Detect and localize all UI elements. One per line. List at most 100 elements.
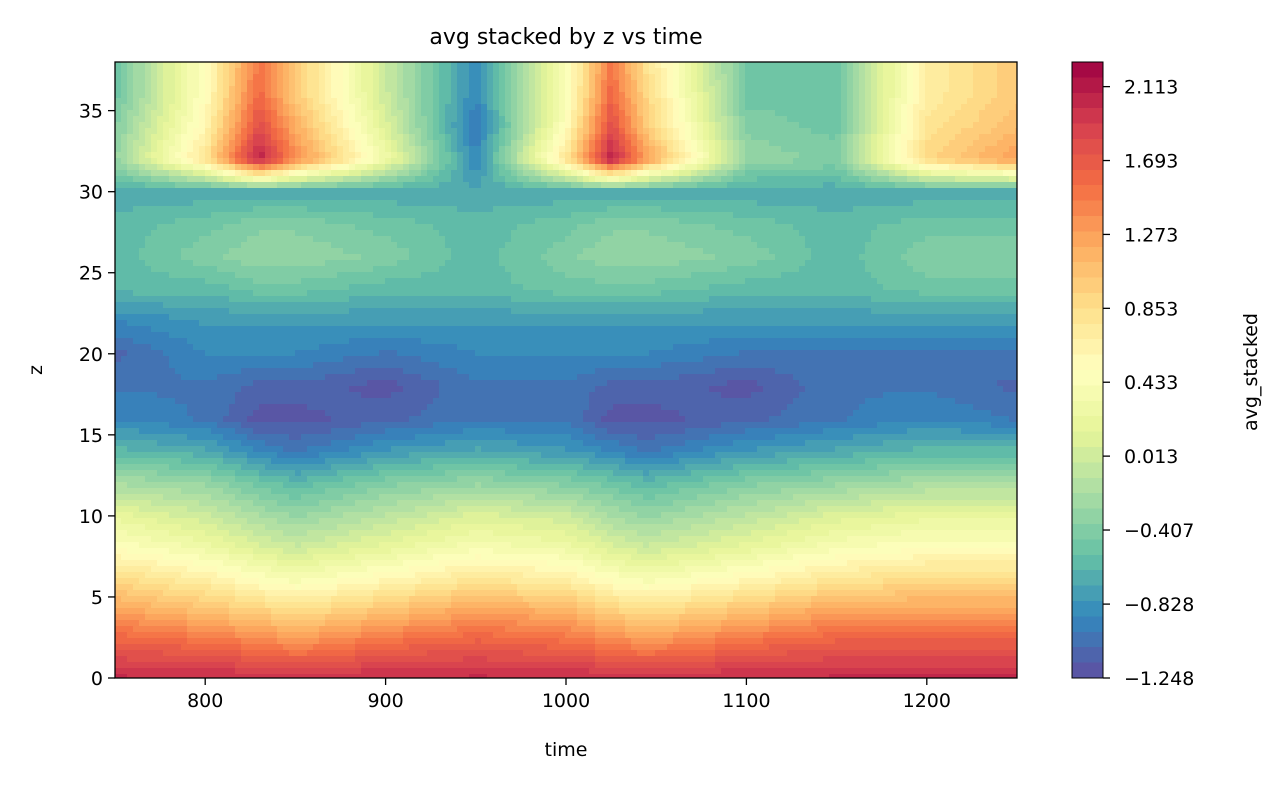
heatmap-cell — [247, 278, 254, 285]
heatmap-cell — [133, 638, 140, 645]
heatmap-cell — [397, 356, 404, 363]
heatmap-cell — [265, 284, 272, 291]
heatmap-cell — [289, 302, 296, 309]
heatmap-cell — [163, 416, 170, 423]
heatmap-cell — [361, 152, 368, 159]
heatmap-cell — [319, 86, 326, 93]
heatmap-cell — [331, 482, 338, 489]
heatmap-cell — [271, 350, 278, 357]
heatmap-cell — [259, 398, 266, 405]
heatmap-cell — [247, 314, 254, 321]
heatmap-cell — [187, 158, 194, 165]
heatmap-cell — [121, 464, 128, 471]
heatmap-cell — [169, 128, 176, 135]
heatmap-cell — [181, 74, 188, 81]
heatmap-cell — [331, 266, 338, 273]
heatmap-cell — [115, 332, 122, 339]
heatmap-cell — [187, 200, 194, 207]
heatmap-cell — [301, 596, 308, 603]
heatmap-cell — [325, 260, 332, 267]
heatmap-cell — [121, 218, 128, 225]
heatmap-cell — [295, 122, 302, 129]
heatmap-cell — [247, 122, 254, 129]
heatmap-cell — [295, 128, 302, 135]
heatmap-cell — [145, 308, 152, 315]
heatmap-cell — [349, 578, 356, 585]
heatmap-cell — [181, 662, 188, 669]
heatmap-cell — [205, 452, 212, 459]
heatmap-cell — [343, 368, 350, 375]
heatmap-cell — [301, 566, 308, 573]
heatmap-cell — [115, 380, 122, 387]
heatmap-cell — [127, 296, 134, 303]
heatmap-cell — [223, 320, 230, 327]
heatmap-cell — [223, 62, 230, 69]
heatmap-cell — [259, 80, 266, 87]
heatmap-cell — [343, 578, 350, 585]
heatmap-cell — [151, 152, 158, 159]
heatmap-cell — [367, 392, 374, 399]
heatmap-cell — [187, 164, 194, 171]
heatmap-cell — [223, 158, 230, 165]
heatmap-cell — [385, 500, 392, 507]
heatmap-cell — [229, 260, 236, 267]
heatmap-cell — [391, 392, 398, 399]
heatmap-cell — [385, 134, 392, 141]
heatmap-cell — [355, 644, 362, 651]
heatmap-cell — [145, 482, 152, 489]
heatmap-cell — [313, 290, 320, 297]
heatmap-cell — [295, 86, 302, 93]
heatmap-cell — [379, 146, 386, 153]
heatmap-cell — [133, 368, 140, 375]
heatmap-cell — [241, 476, 248, 483]
heatmap-cell — [229, 494, 236, 501]
heatmap-cell — [187, 368, 194, 375]
heatmap-cell — [121, 188, 128, 195]
heatmap-cell — [391, 578, 398, 585]
heatmap-cell — [313, 470, 320, 477]
heatmap-cell — [115, 434, 122, 441]
heatmap-cell — [367, 446, 374, 453]
heatmap-cell — [115, 272, 122, 279]
heatmap-cell — [289, 314, 296, 321]
heatmap-cell — [343, 470, 350, 477]
heatmap-cell — [271, 326, 278, 333]
heatmap-cell — [133, 308, 140, 315]
heatmap-cell — [253, 92, 260, 99]
heatmap-cell — [271, 500, 278, 507]
heatmap-cell — [157, 602, 164, 609]
heatmap-cell — [205, 110, 212, 117]
heatmap-cell — [373, 602, 380, 609]
heatmap-cell — [241, 230, 248, 237]
heatmap-cell — [403, 182, 410, 189]
heatmap-cell — [295, 314, 302, 321]
heatmap-cell — [187, 326, 194, 333]
heatmap-cell — [151, 356, 158, 363]
heatmap-cell — [175, 140, 182, 147]
heatmap-cell — [259, 116, 266, 123]
heatmap-cell — [397, 452, 404, 459]
heatmap-cell — [133, 68, 140, 75]
heatmap-cell — [187, 296, 194, 303]
heatmap-cell — [253, 422, 260, 429]
heatmap-cell — [337, 674, 344, 678]
heatmap-cell — [235, 464, 242, 471]
heatmap-cell — [163, 386, 170, 393]
heatmap-cell — [133, 566, 140, 573]
heatmap-cell — [277, 518, 284, 525]
heatmap-cell — [379, 224, 386, 231]
heatmap-cell — [247, 350, 254, 357]
heatmap-cell — [211, 68, 218, 75]
heatmap-cell — [361, 386, 368, 393]
heatmap-cell — [283, 470, 290, 477]
heatmap-cell — [133, 380, 140, 387]
heatmap-cell — [157, 668, 164, 675]
heatmap-cell — [331, 80, 338, 87]
heatmap-cell — [349, 158, 356, 165]
heatmap-cell — [241, 536, 248, 543]
heatmap-cell — [283, 590, 290, 597]
heatmap-cell — [157, 380, 164, 387]
heatmap-cell — [217, 266, 224, 273]
heatmap-cell — [277, 524, 284, 531]
heatmap-cell — [277, 314, 284, 321]
